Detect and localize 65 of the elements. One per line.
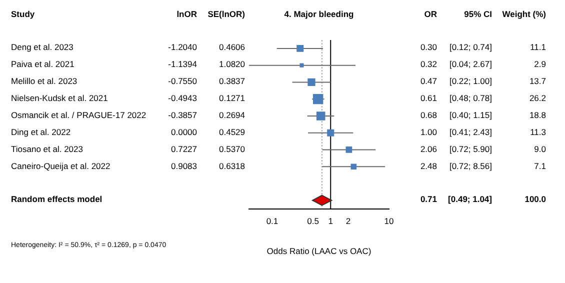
text: 2.06 xyxy=(420,144,437,154)
category-label: SE(lnOR) xyxy=(208,9,245,19)
text: 2.9 xyxy=(534,59,546,70)
text: -0.7550 xyxy=(168,76,197,86)
text: 0.71 xyxy=(420,194,437,204)
text: [0.49; 1.04] xyxy=(448,194,492,204)
text: Caneiro-Queija et al. 2022 xyxy=(11,160,110,171)
text: 18.8 xyxy=(529,110,546,120)
text: 0.30 xyxy=(420,42,437,52)
x-axis-title: Odds Ratio (LAAC vs OAC) xyxy=(266,246,372,256)
text: Random effects model xyxy=(11,194,102,204)
x-tick-label: 10 xyxy=(384,216,394,226)
text: 0.4606 xyxy=(219,42,245,52)
text: Deng et al. 2023 xyxy=(11,42,74,52)
text: Paiva et al. 2021 xyxy=(11,59,74,70)
text: -1.1394 xyxy=(168,59,197,70)
category-label: Study xyxy=(11,9,35,19)
text: [0.12; 0.74] xyxy=(449,42,492,52)
text: 1.00 xyxy=(420,126,437,137)
text: 11.3 xyxy=(530,126,546,137)
text: Ding et al. 2022 xyxy=(11,126,71,137)
text: [0.40; 1.15] xyxy=(449,110,492,120)
text: -0.3857 xyxy=(168,110,197,120)
text: 11.1 xyxy=(530,42,546,52)
text: 100.0 xyxy=(524,194,546,204)
x-tick-label: 0.5 xyxy=(307,216,320,226)
text: -0.4943 xyxy=(168,93,197,104)
text: Melillo et al. 2023 xyxy=(11,76,78,86)
text: 0.6318 xyxy=(219,160,245,171)
chart-title: 4. Major bleeding xyxy=(284,9,354,19)
text: 0.32 xyxy=(420,59,437,70)
text: Nielsen-Kudsk et al. 2021 xyxy=(11,93,108,104)
text: 0.68 xyxy=(420,110,437,120)
text: 0.4529 xyxy=(219,126,245,137)
text: [0.41; 2.43] xyxy=(449,126,492,137)
text: 0.7227 xyxy=(171,144,197,154)
text: 0.1271 xyxy=(219,93,245,104)
text: 9.0 xyxy=(534,144,546,154)
text: Osmancik et al. / PRAGUE-17 2022 xyxy=(11,110,146,120)
text: [0.72; 5.90] xyxy=(449,144,492,154)
text: 0.2694 xyxy=(219,110,245,120)
text: [0.72; 8.56] xyxy=(449,160,492,171)
text: 0.47 xyxy=(420,76,437,86)
category-label: 95% CI xyxy=(464,9,492,19)
text: [0.48; 0.78] xyxy=(449,93,492,104)
text: 1.0820 xyxy=(219,59,245,70)
category-label: lnOR xyxy=(176,9,197,19)
text: 0.61 xyxy=(420,93,437,104)
text: -1.2040 xyxy=(168,42,197,52)
category-label: OR xyxy=(424,9,437,19)
text: 0.5370 xyxy=(219,144,245,154)
text: 0.9083 xyxy=(171,160,197,171)
text: 7.1 xyxy=(534,160,546,171)
x-tick-label: 2 xyxy=(346,216,351,226)
text: Tiosano et al. 2023 xyxy=(11,144,83,154)
x-tick-label: 0.1 xyxy=(266,216,278,226)
text: [0.04; 2.67] xyxy=(449,59,492,70)
text: 13.7 xyxy=(529,76,546,86)
text: 26.2 xyxy=(529,93,546,104)
text: [0.22; 1.00] xyxy=(449,76,492,86)
x-tick-label: 1 xyxy=(328,216,334,226)
text: 0.3837 xyxy=(219,76,245,86)
text: 0.0000 xyxy=(171,126,197,137)
text: 2.48 xyxy=(420,160,437,171)
category-label: Weight (%) xyxy=(502,9,546,19)
